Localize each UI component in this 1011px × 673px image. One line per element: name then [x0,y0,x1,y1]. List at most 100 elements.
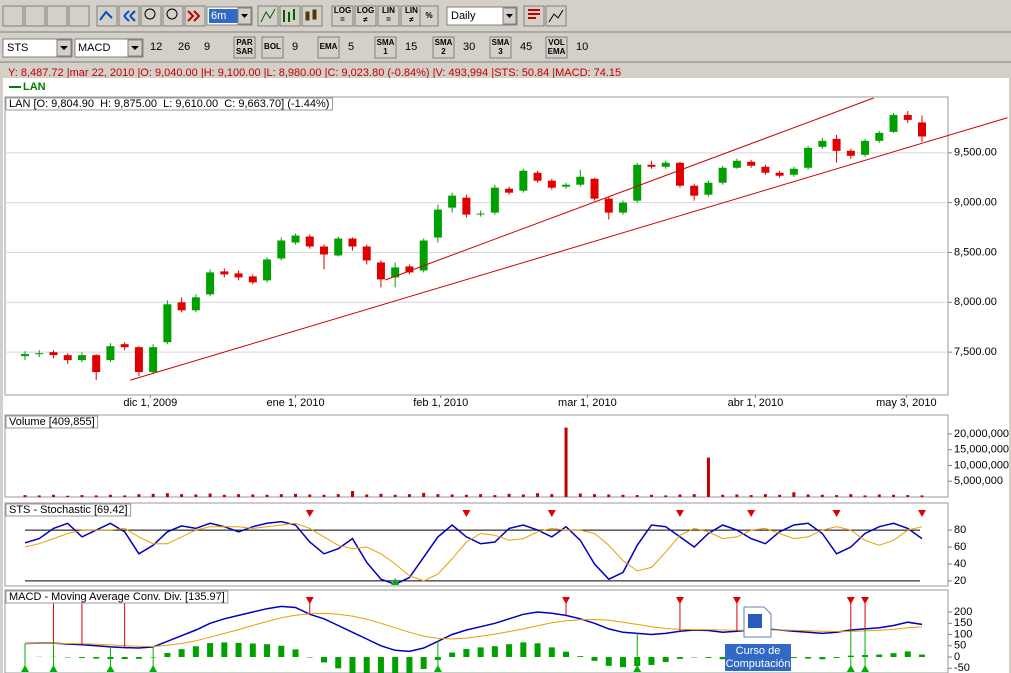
desktop-icon[interactable]: Curso de Computación [725,606,791,671]
indicator-button[interactable] [489,36,512,59]
scale-button-label: LOG [334,6,351,15]
x-tick-label: feb 1, 2010 [413,397,468,409]
volume-bar [237,494,241,497]
candle-body [163,304,172,343]
candle-body [348,238,357,247]
candle-body [604,198,613,213]
volume-bar [37,495,41,497]
scale-button[interactable] [331,5,354,27]
candle-body [106,346,115,361]
icon-button[interactable] [301,5,323,27]
sell-signal [462,510,471,517]
volume-bar [279,494,283,497]
volume-bar [294,493,298,497]
x-tick-label: mar 1, 2010 [558,397,617,409]
indicator-line [24,605,923,653]
candle-body [234,273,243,278]
y-tick-label: 150 [954,617,972,629]
volume-bar [678,494,682,497]
icon-button[interactable] [46,5,68,27]
volume-bar [194,494,198,497]
indicator-button[interactable] [374,36,397,59]
indicator-dropdown[interactable] [2,38,73,58]
icon-glyph [99,10,136,22]
y-tick-label: 0 [954,651,960,663]
indicator-dropdown[interactable] [74,38,144,58]
icon-button[interactable] [184,5,206,27]
arrow-glyph [60,46,68,50]
panel-title-box [5,415,99,429]
candle-body [391,267,400,278]
histogram-bar [548,647,555,658]
volume-bar [23,495,27,497]
icon-button[interactable] [257,5,279,27]
volume-bar [692,494,696,497]
icon-button[interactable] [68,5,90,27]
candle-body [846,150,855,156]
interval-dropdown[interactable] [446,6,518,26]
icon-button[interactable] [2,5,24,27]
icon-button[interactable] [24,5,46,27]
icon-buttons[interactable] [2,5,567,27]
indicator-param: 9 [292,41,298,53]
x-tick-label: may 3, 2010 [876,397,937,409]
candle-body [889,114,898,132]
candle-body [305,236,314,247]
icon-button[interactable] [96,5,118,27]
scale-button[interactable] [354,5,377,27]
candle-body [448,195,457,208]
sell-signal [732,597,741,604]
y-tick-label: 10,000,000 [954,459,1009,471]
volume-bar [322,494,326,497]
volume-bar [422,492,426,497]
panel-title: MACD - Moving Average Conv. Div. [135.97… [9,591,225,603]
histogram-bar [192,646,199,658]
panel-title-box [5,503,132,517]
volume-bar [792,492,796,497]
volume-bar [749,495,753,497]
histogram-bar [719,657,726,660]
histogram-bar [506,644,513,658]
icon-button[interactable] [118,5,140,27]
histogram-bar [805,657,812,659]
interval-value: Daily [451,10,476,22]
histogram-bar [235,642,242,658]
indicator-button-label: PAR [236,38,253,47]
scale-button[interactable] [377,5,400,27]
indicator-value: STS [7,42,28,54]
indicator-button[interactable] [317,36,340,59]
scale-button[interactable] [419,5,439,27]
trend-line [385,97,874,281]
indicator-param: 15 [405,41,417,53]
y-tick-label: 40 [954,558,966,570]
histogram-bar [363,657,370,673]
sell-signal [747,510,756,517]
candle-body [562,184,571,187]
volume-bar [536,493,540,497]
histogram-bar [534,643,541,658]
icon-label: Computación [726,658,791,670]
volume-bar [578,493,582,497]
candle-body [718,167,727,183]
y-tick-label: 200 [954,606,972,618]
histogram-bar [676,657,683,659]
y-tick-label: 9,500.00 [954,147,997,159]
histogram-bar [890,653,897,658]
indicator-button[interactable] [545,36,568,59]
indicator-button[interactable] [261,36,284,59]
panel-frame [4,414,949,498]
volume-bar [778,494,782,497]
candle-body [263,259,272,281]
volume-bar [151,493,155,497]
indicator-button[interactable] [233,36,256,59]
histogram-bar [662,657,669,662]
volume-bar [180,494,184,497]
arrow-glyph [131,46,139,50]
volume-bar [379,493,383,497]
histogram-bar [78,657,85,658]
histogram-bar [790,657,797,658]
indicator-button[interactable] [432,36,455,59]
volume-bar [365,494,369,497]
volume-bar [464,494,468,497]
candle-body [21,354,29,357]
